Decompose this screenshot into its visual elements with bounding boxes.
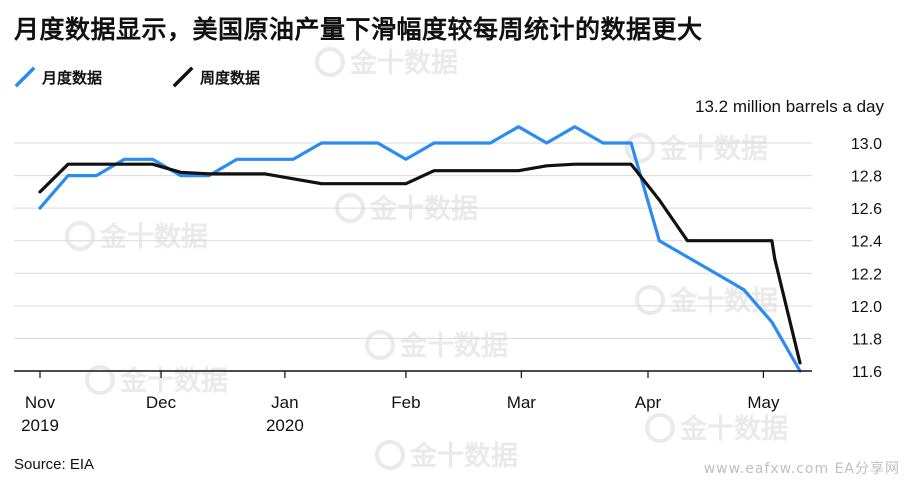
x-tick-label: Mar xyxy=(507,393,537,412)
x-tick-year-label: 2020 xyxy=(266,416,304,435)
watermark-stamp: 金十数据 xyxy=(65,221,208,253)
svg-text:金十数据: 金十数据 xyxy=(369,193,478,225)
series-layer xyxy=(38,125,802,373)
watermark-stamp: 金十数据 xyxy=(375,440,518,472)
svg-text:金十数据: 金十数据 xyxy=(99,221,208,253)
x-tick-label: Nov xyxy=(25,393,56,412)
grid-layer: 13.0 12.8 12.6 12.4 12.2 12.0 11.8 11.6 xyxy=(14,136,882,381)
legend-label-weekly: 周度数据 xyxy=(200,68,261,87)
series-line-weekly xyxy=(38,162,802,365)
legend-item-monthly: 月度数据 xyxy=(14,66,102,88)
x-tick-label: Jan xyxy=(271,393,298,412)
chart-title: 月度数据显示，美国原油产量下滑幅度较每周统计的数据更大 xyxy=(14,15,703,44)
x-tick-label: Dec xyxy=(146,393,177,412)
y-axis-unit-label: 13.2 million barrels a day xyxy=(695,97,884,116)
x-tick-year-label: 2019 xyxy=(21,416,59,435)
axis-layer: Nov 2019 Dec Jan 2020 Feb Mar Apr May xyxy=(14,370,812,435)
legend-item-weekly: 周度数据 xyxy=(172,66,260,88)
y-tick-label: 12.0 xyxy=(851,299,882,316)
svg-text:金十数据: 金十数据 xyxy=(409,440,518,472)
y-tick-label: 11.6 xyxy=(852,364,882,381)
y-tick-label: 12.6 xyxy=(851,201,882,218)
legend-label-monthly: 月度数据 xyxy=(42,68,103,87)
watermark-stamp: 金十数据 xyxy=(365,330,508,362)
y-tick-label: 12.2 xyxy=(851,266,882,283)
watermark-stamp: 金十数据 xyxy=(315,47,458,79)
y-tick-label: 12.4 xyxy=(851,234,882,251)
x-tick-label: Feb xyxy=(391,393,420,412)
svg-text:金十数据: 金十数据 xyxy=(669,285,778,317)
legend: 月度数据 周度数据 xyxy=(14,64,330,90)
x-tick-label: May xyxy=(747,393,780,412)
source-note: Source: EIA xyxy=(14,456,95,473)
y-tick-label: 11.8 xyxy=(852,331,882,348)
legend-swatch-weekly-icon xyxy=(172,66,194,88)
y-tick-label: 13.0 xyxy=(851,136,882,153)
watermark-site-text: www.eafxw.com EA分享网 xyxy=(703,461,900,477)
watermark-stamp: 金十数据 xyxy=(645,413,788,445)
y-tick-label: 12.8 xyxy=(851,169,882,186)
x-tick-label: Apr xyxy=(635,393,662,412)
legend-swatch-monthly-icon xyxy=(14,66,36,88)
watermark-stamp: 金十数据 xyxy=(335,193,478,225)
svg-text:金十数据: 金十数据 xyxy=(349,47,458,79)
svg-text:金十数据: 金十数据 xyxy=(659,133,768,165)
watermark-stamp: 金十数据 xyxy=(625,133,768,165)
svg-text:金十数据: 金十数据 xyxy=(679,413,788,445)
watermark-stamp: 金十数据 xyxy=(635,285,778,317)
svg-text:金十数据: 金十数据 xyxy=(399,330,508,362)
